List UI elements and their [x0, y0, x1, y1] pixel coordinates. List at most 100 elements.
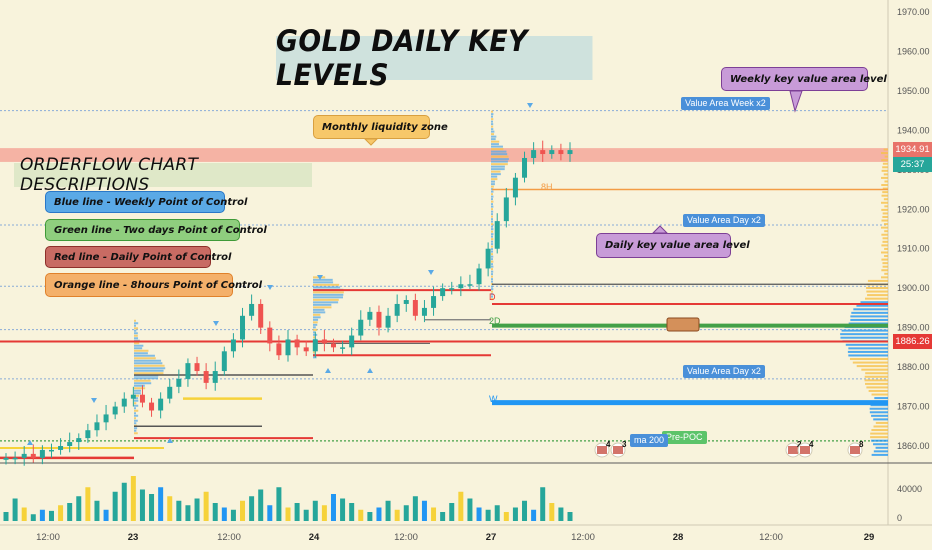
candle-body [3, 457, 9, 460]
countdown-tag: 25:37 [893, 157, 932, 172]
chart-title: GOLD DAILY KEY LEVELS [276, 24, 593, 92]
profile-bar [856, 365, 888, 368]
profile-bar [134, 372, 164, 375]
profile-bar [313, 336, 315, 339]
profile-bar [883, 198, 888, 201]
profile-bar [134, 337, 139, 340]
marker-triangle [267, 285, 273, 290]
profile-bar [491, 168, 505, 171]
profile-bar [134, 374, 159, 377]
profile-bar [313, 303, 332, 306]
candle-body [494, 221, 500, 249]
time-tick-label: 28 [673, 532, 684, 543]
candle-body [30, 453, 36, 458]
candle-body [194, 363, 200, 372]
profile-bar [491, 185, 494, 188]
profile-bar [134, 412, 136, 415]
volume-bar [130, 476, 136, 521]
candle-body [130, 394, 136, 399]
volume-bar [449, 503, 455, 521]
profile-bar [313, 306, 332, 309]
candle-body [48, 449, 54, 452]
volume-bar [531, 509, 537, 521]
candle-body [267, 327, 273, 344]
label-value-area-day-lower: Value Area Day x2 [683, 365, 765, 378]
profile-bar [491, 288, 494, 291]
profile-bar [134, 364, 165, 367]
profile-bar [871, 439, 888, 442]
volume-bar [212, 503, 218, 521]
profile-bar [491, 115, 493, 118]
time-tick-label: 12:00 [394, 532, 418, 543]
profile-bar [313, 321, 318, 324]
volume-bar [440, 512, 446, 521]
candle-body [330, 343, 336, 348]
profile-bar [491, 173, 501, 176]
volume-bar [258, 489, 264, 521]
candle-body [149, 402, 155, 411]
candle-body [485, 248, 491, 269]
profile-bar [491, 160, 508, 163]
label-value-area-day-upper: Value Area Day x2 [683, 214, 765, 227]
volume-bar [512, 507, 518, 521]
profile-bar [491, 240, 493, 243]
candle-body [294, 339, 300, 348]
time-tick-label: 27 [486, 532, 497, 543]
profile-bar [491, 190, 494, 193]
profile-bar [875, 446, 888, 449]
profile-bar [313, 318, 319, 321]
candle-body [158, 398, 164, 411]
profile-bar [864, 375, 888, 378]
candle-body [185, 363, 191, 379]
profile-bar [491, 285, 493, 288]
profile-bar [848, 347, 888, 350]
volume-bar [458, 491, 464, 521]
profile-bar [882, 215, 888, 218]
volume-bar [203, 491, 209, 521]
candle-body [440, 288, 446, 297]
volume-bar [267, 505, 273, 521]
profile-bar [134, 334, 138, 337]
volume-bar [394, 509, 400, 521]
profile-bar [847, 350, 888, 353]
candle-body [240, 315, 246, 340]
profile-bar [134, 362, 163, 365]
profile-bar [134, 319, 136, 322]
profile-bar [491, 145, 503, 148]
profile-bar [869, 411, 888, 414]
profile-bar [134, 422, 137, 425]
flag-stripe [597, 446, 607, 454]
profile-bar [134, 349, 149, 352]
volume-bar [485, 509, 491, 521]
profile-bar [134, 394, 140, 397]
profile-bar [313, 286, 341, 289]
profile-bar [882, 240, 888, 243]
price-tick-label: 1940.00 [897, 125, 930, 135]
candle-body [476, 268, 482, 285]
volume-bar [367, 512, 373, 521]
profile-bar [491, 265, 494, 268]
profile-bar [134, 377, 158, 380]
volume-bar [194, 498, 200, 521]
volume-bar [139, 489, 145, 521]
marker-triangle [367, 368, 373, 373]
profile-bar [491, 213, 493, 216]
profile-bar [491, 203, 493, 206]
candle-body [321, 339, 327, 344]
flag-stripe [800, 446, 810, 454]
legend-weekly-poc: Blue line - Weekly Point of Control [45, 191, 247, 213]
profile-bar [491, 148, 504, 151]
profile-bar [491, 298, 494, 301]
flag-stripe [850, 446, 860, 454]
candle-body [431, 296, 437, 308]
profile-bar [850, 315, 888, 318]
profile-bar [882, 212, 888, 215]
profile-bar [491, 165, 505, 168]
profile-bar [881, 269, 888, 272]
profile-bar [873, 425, 888, 428]
profile-bar [491, 223, 494, 226]
profile-bar [134, 342, 140, 345]
volume-bar [421, 500, 427, 521]
price-tick-label: 1860.00 [897, 441, 930, 451]
